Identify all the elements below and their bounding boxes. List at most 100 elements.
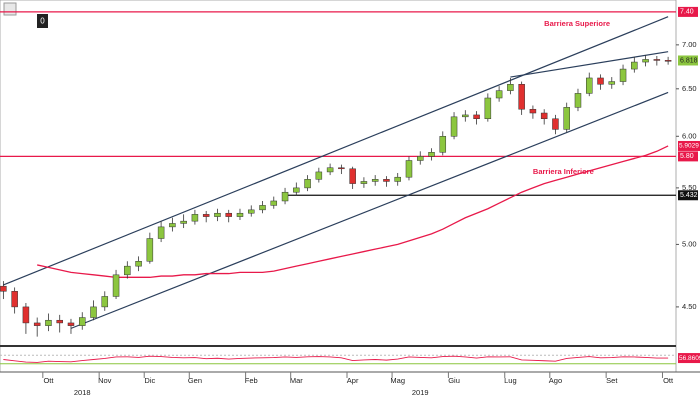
candle-body xyxy=(259,205,266,211)
candle-body xyxy=(33,322,41,326)
level-label: 5.432 xyxy=(680,192,698,199)
candle-body xyxy=(642,59,649,63)
candle-body xyxy=(146,238,154,262)
year-label: 2018 xyxy=(74,388,91,397)
candle-body xyxy=(191,214,199,222)
candle-body xyxy=(619,68,627,82)
candle-body xyxy=(90,306,97,318)
candle-body xyxy=(281,191,289,202)
level-tag xyxy=(678,190,698,201)
year-label: 2019 xyxy=(412,388,429,397)
candle-body xyxy=(439,136,447,153)
x-tick-label: Lug xyxy=(504,376,517,385)
candle-body xyxy=(157,226,165,239)
candle-body xyxy=(180,220,187,224)
candle-body xyxy=(631,61,638,70)
x-tick-label: Giu xyxy=(448,376,460,385)
candle-body xyxy=(416,156,424,161)
candle-body xyxy=(664,60,672,62)
level-label: 5.80 xyxy=(680,153,694,160)
candle-body xyxy=(495,90,503,99)
annotation: Barriera Inferiore xyxy=(533,167,594,176)
candle-body xyxy=(540,112,548,120)
candle-body xyxy=(360,181,368,184)
candle-body xyxy=(11,291,18,308)
candle-body xyxy=(563,107,570,130)
candle-body xyxy=(450,116,458,137)
candle-body xyxy=(552,118,559,130)
x-tick-label: Gen xyxy=(188,376,202,385)
trendline xyxy=(70,91,669,329)
x-tick-label: Mag xyxy=(390,376,405,385)
candle-body xyxy=(349,168,356,184)
oscillator-line xyxy=(3,355,669,363)
candle-body xyxy=(236,212,244,217)
candle-body xyxy=(56,319,63,324)
trendline xyxy=(3,16,669,286)
candle-body xyxy=(383,179,390,182)
x-tick-label: Set xyxy=(606,376,618,385)
y-tick-label: 6.50 xyxy=(682,84,697,93)
candle-body xyxy=(214,212,221,217)
candle-body xyxy=(473,114,480,120)
x-tick-label: Nov xyxy=(98,376,112,385)
candle-body xyxy=(405,160,413,178)
candle-body xyxy=(371,179,379,182)
candle-body xyxy=(0,285,7,292)
candle-body xyxy=(304,179,311,189)
candle-body xyxy=(45,319,52,326)
ma-tag xyxy=(678,140,700,151)
level-tag xyxy=(678,151,698,162)
candle-body xyxy=(270,200,278,206)
x-tick-label: Ott xyxy=(663,376,674,385)
trendline xyxy=(510,51,669,78)
osc-tag xyxy=(678,353,700,364)
candle-body xyxy=(462,114,469,118)
candle-body xyxy=(326,167,334,173)
level-label: 7.40 xyxy=(680,9,694,16)
candle-body xyxy=(315,171,323,180)
badge-text: 0 xyxy=(40,17,45,26)
ma-label: 5.9029 xyxy=(679,143,699,150)
candle-body xyxy=(574,93,582,108)
x-tick-label: Dic xyxy=(144,376,155,385)
candle-body xyxy=(608,81,616,85)
candle-body xyxy=(78,317,86,326)
annotation: Barriera Superiore xyxy=(544,19,610,28)
candle-body xyxy=(529,108,537,114)
candle-body xyxy=(428,152,435,157)
candle-body xyxy=(202,214,210,217)
candle-body xyxy=(225,212,232,217)
candle-body xyxy=(67,322,75,326)
candle-body xyxy=(653,59,661,61)
candle-body xyxy=(247,209,255,214)
candle-body xyxy=(507,84,514,91)
x-tick-label: Ott xyxy=(43,376,54,385)
osc-label: 56.8609 xyxy=(679,355,700,362)
x-tick-label: Ago xyxy=(549,376,562,385)
candle-body xyxy=(484,97,492,120)
candle-body xyxy=(101,296,109,308)
y-tick-label: 6.00 xyxy=(682,131,697,140)
candle-body xyxy=(597,77,604,85)
x-tick-label: Feb xyxy=(245,376,258,385)
moving-average xyxy=(37,145,669,278)
badge[interactable] xyxy=(37,14,48,28)
y-tick-label: 7.00 xyxy=(682,40,697,49)
candle-body xyxy=(293,187,300,193)
candle-body xyxy=(124,265,131,276)
price-label: 6.818 xyxy=(680,57,698,64)
candle-body xyxy=(585,77,593,94)
tool-icon[interactable] xyxy=(3,2,17,16)
candle-body xyxy=(338,167,345,170)
candle-body xyxy=(518,84,525,110)
candle-body xyxy=(394,176,401,182)
candle-body xyxy=(169,223,176,228)
candle-body xyxy=(112,274,120,297)
y-tick-label: 5.00 xyxy=(682,239,697,248)
candle-body xyxy=(22,306,30,324)
level-tag xyxy=(678,6,698,17)
y-tick-label: 4.50 xyxy=(682,302,697,311)
